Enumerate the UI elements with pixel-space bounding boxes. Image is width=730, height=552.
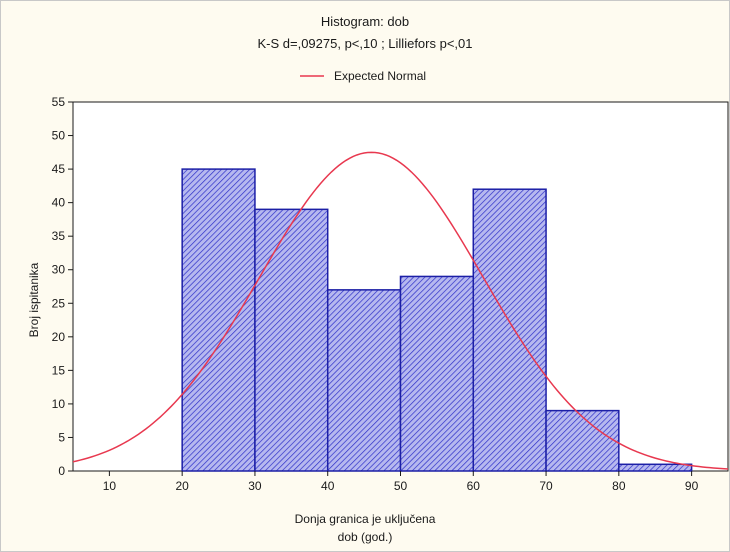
y-tick-label: 40: [52, 196, 66, 210]
y-tick-label: 25: [52, 296, 66, 310]
y-axis-label: Broj ispitanika: [27, 262, 41, 338]
legend-label: Expected Normal: [334, 69, 427, 83]
x-tick-label: 60: [467, 479, 481, 493]
y-tick-label: 55: [52, 95, 66, 109]
x-tick-label: 10: [103, 479, 117, 493]
x-tick-label: 80: [612, 479, 626, 493]
x-axis-label: Donja granica je uključena: [294, 512, 436, 526]
y-tick-label: 50: [52, 129, 66, 143]
x-tick-label: 70: [539, 479, 553, 493]
x-tick-label: 50: [394, 479, 408, 493]
x-tick-label: 30: [248, 479, 262, 493]
y-tick-label: 45: [52, 162, 66, 176]
x-tick-label: 90: [685, 479, 699, 493]
expected-normal-curve: [73, 151, 728, 470]
y-tick-label: 20: [52, 330, 66, 344]
histogram-bar-40-50: [326, 289, 402, 472]
chart-subtitle: K-S d=,09275, p<,10 ; Lilliefors p<,01: [257, 36, 473, 51]
x-axis-label-unit: dob (god.): [337, 530, 393, 544]
y-tick-label: 5: [58, 430, 65, 444]
histogram-bar-70-80: [545, 409, 620, 472]
y-tick-label: 15: [52, 363, 66, 377]
histogram-bar-30-40: [254, 208, 329, 472]
y-tick-label: 30: [52, 263, 66, 277]
y-tick-label: 35: [52, 229, 66, 243]
x-tick-label: 40: [321, 479, 335, 493]
histogram-bar-50-60: [399, 275, 475, 472]
histogram-bar-60-70: [472, 188, 547, 472]
y-tick-label: 0: [58, 464, 65, 478]
x-tick-label: 20: [175, 479, 189, 493]
chart-title: Histogram: dob: [320, 14, 410, 29]
histogram-bar-80-90: [618, 463, 693, 472]
y-tick-label: 10: [52, 397, 66, 411]
legend-line-swatch: [300, 75, 324, 77]
histogram-bar-20-30: [181, 168, 256, 472]
